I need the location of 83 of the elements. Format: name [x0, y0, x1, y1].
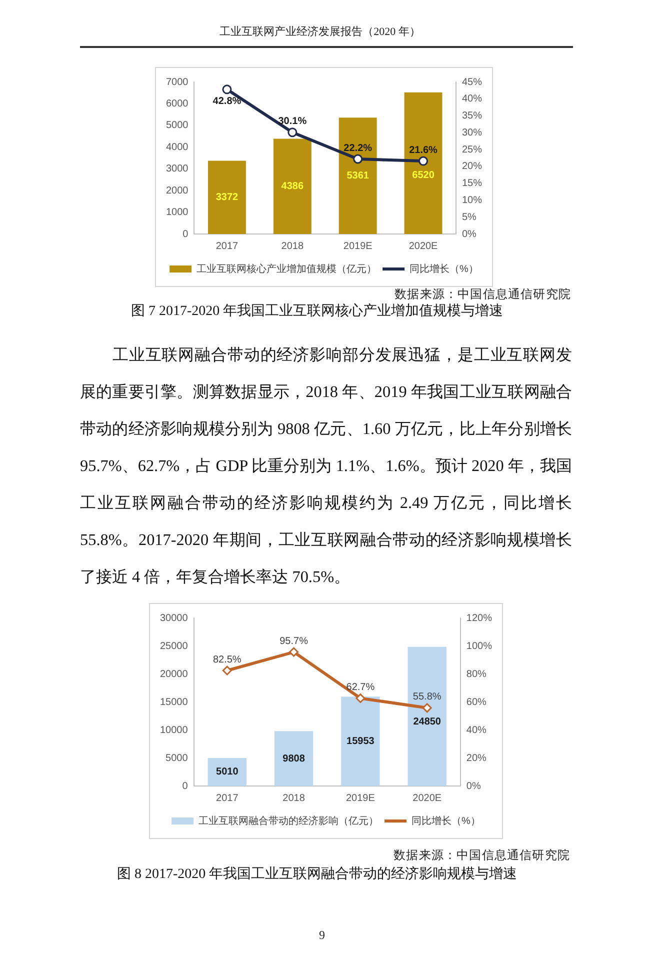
- source-note: 数据来源：中国信息通信研究院: [394, 287, 571, 302]
- text: 9: [319, 928, 325, 942]
- y-tick-label: 1000: [166, 207, 189, 218]
- point: [422, 703, 432, 713]
- bar: [208, 758, 246, 786]
- data-label: 15953: [346, 736, 375, 748]
- point: [356, 693, 366, 703]
- y-tick-label: 2000: [166, 185, 189, 196]
- x-tick-label: 2020E: [408, 240, 438, 252]
- y2-tick-label: 25%: [462, 144, 482, 156]
- text: 图 8 2017-2020 年我国工业互联网融合带动的经济影响规模与增速: [117, 867, 518, 884]
- legend-label: 同比增长（%）: [410, 262, 478, 275]
- data-label: 6520: [412, 170, 435, 181]
- bar: [408, 646, 446, 786]
- data-label: 9808: [282, 753, 306, 764]
- y-tick-label: 20000: [160, 668, 188, 680]
- y-tick-label: 15000: [160, 696, 188, 708]
- text: 工业互联网产业经济发展报告（2020 年）: [220, 26, 420, 40]
- bar: [341, 696, 380, 786]
- y-tick-label: 5000: [166, 752, 188, 764]
- data-label: 82.5%: [212, 654, 242, 666]
- y2-tick-label: 40%: [462, 94, 482, 105]
- y-tick-label: 7000: [166, 76, 189, 88]
- data-label: 62.7%: [346, 682, 375, 693]
- data-label: 5361: [346, 170, 370, 182]
- x-tick-label: 2019E: [346, 792, 376, 804]
- x-tick-label: 2018: [282, 792, 306, 804]
- y2-tick-label: 60%: [466, 696, 487, 708]
- data-label: 55.8%: [412, 692, 442, 703]
- y2-tick-label: 45%: [462, 76, 482, 88]
- bar: [208, 160, 246, 234]
- x-tick-label: 2017: [216, 240, 239, 252]
- source-note: 数据来源：中国信息通信研究院: [394, 848, 570, 862]
- y2-tick-label: 80%: [466, 668, 487, 680]
- data-label: 24850: [413, 716, 442, 728]
- point: [289, 647, 299, 657]
- y-tick-label: 0: [182, 780, 188, 792]
- bar: [338, 118, 377, 234]
- x-tick-label: 2017: [216, 792, 239, 804]
- y-tick-label: 10000: [160, 724, 188, 736]
- y2-tick-label: 20%: [466, 752, 487, 764]
- y-tick-label: 3000: [166, 164, 189, 175]
- point: [353, 154, 363, 164]
- y2-tick-label: 100%: [466, 640, 492, 652]
- x-tick-label: 2019E: [343, 240, 373, 252]
- x-tick-label: 2020E: [412, 792, 442, 804]
- data-label: 21.6%: [409, 144, 438, 156]
- y-tick-label: 4000: [166, 142, 189, 153]
- bar: [273, 138, 312, 234]
- data-label: 22.2%: [344, 142, 372, 154]
- legend-label: 工业互联网融合带动的经济影响（亿元）: [198, 814, 379, 827]
- y2-tick-label: 20%: [462, 161, 482, 172]
- y2-tick-label: 5%: [462, 212, 477, 223]
- x-tick-label: 2018: [281, 240, 304, 252]
- legend-label: 工业互联网核心产业增加值规模（亿元）: [196, 262, 377, 275]
- point: [222, 84, 232, 94]
- y-tick-label: 25000: [160, 640, 188, 652]
- bar: [274, 731, 314, 786]
- y2-tick-label: 40%: [466, 724, 487, 736]
- y-tick-label: 30000: [160, 612, 188, 624]
- point: [418, 156, 428, 166]
- y2-tick-label: 35%: [462, 110, 482, 122]
- legend-label: 同比增长（%）: [412, 814, 480, 827]
- y-tick-label: 5000: [166, 120, 189, 132]
- y2-tick-label: 10%: [462, 194, 482, 206]
- point: [288, 128, 298, 138]
- y2-tick-label: 0%: [466, 780, 481, 792]
- data-label: 4386: [281, 181, 304, 192]
- y-tick-label: 0: [182, 228, 189, 240]
- point: [222, 666, 232, 676]
- text: 工业互联网融合带动的经济影响部分发展迅猛，是工业互联网发展的重要引擎。测算数据显示，2018 年、2019 年我国工业互联网融合带动的经济影响规模分别为 9808 亿元、1.60 万亿元，比上年分别增长 95.7%、62.7%，占 GDP 比重分别为 1.1%、1.6%。预计 2020 年，我国工业互联网融合带动的经济影响规模约为 2.49 万亿元，同比增长 55.8%。2017-2020 年期间，工业互联网融合带动的经济影响规模增长了接近 4 倍，年复合增长率达 70.5%。: [80, 345, 572, 588]
- data-label: 95.7%: [280, 636, 308, 647]
- y2-tick-label: 0%: [462, 228, 477, 240]
- y2-tick-label: 15%: [462, 178, 482, 190]
- bar: [404, 92, 442, 234]
- y2-tick-label: 30%: [462, 127, 482, 138]
- y2-tick-label: 120%: [466, 612, 492, 624]
- text: 图 7 2017-2020 年我国工业互联网核心产业增加值规模与增速: [131, 304, 504, 321]
- data-label: 3372: [216, 192, 239, 204]
- data-label: 30.1%: [278, 116, 307, 128]
- data-label: 5010: [216, 766, 239, 778]
- y-tick-label: 6000: [166, 98, 189, 110]
- data-label: 42.8%: [212, 96, 242, 108]
